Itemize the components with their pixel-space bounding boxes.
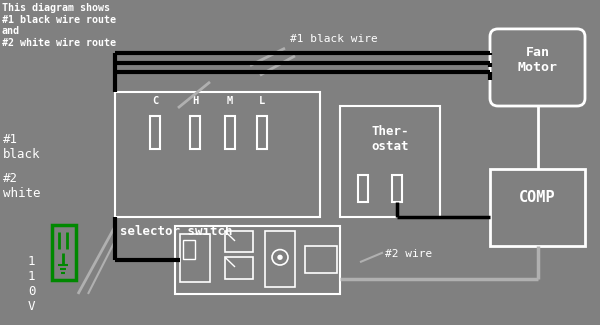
- Bar: [115, 92, 320, 217]
- Text: COMP: COMP: [519, 190, 556, 205]
- Bar: [52, 225, 76, 280]
- Bar: [225, 231, 253, 253]
- Text: #1
black: #1 black: [3, 133, 41, 161]
- Circle shape: [278, 255, 282, 259]
- Text: This diagram shows
#1 black wire route
and
#2 white wire route: This diagram shows #1 black wire route a…: [2, 3, 116, 48]
- Text: C: C: [152, 97, 158, 106]
- Bar: [175, 227, 340, 294]
- Bar: [225, 257, 253, 279]
- Text: selector switch: selector switch: [120, 225, 233, 238]
- Bar: [490, 169, 585, 246]
- Bar: [257, 116, 267, 150]
- Bar: [358, 176, 368, 202]
- Bar: [180, 234, 210, 282]
- Bar: [183, 240, 195, 259]
- Text: Ther-
ostat: Ther- ostat: [371, 125, 409, 153]
- Bar: [340, 106, 440, 217]
- Text: M: M: [227, 97, 233, 106]
- Bar: [225, 116, 235, 150]
- Bar: [150, 116, 160, 150]
- Text: H: H: [192, 97, 198, 106]
- Text: #1 black wire: #1 black wire: [290, 34, 378, 44]
- Text: L: L: [259, 97, 265, 106]
- Text: #2
white: #2 white: [3, 172, 41, 200]
- Bar: [305, 246, 337, 273]
- Bar: [392, 176, 402, 202]
- Text: 1
1
0
V: 1 1 0 V: [28, 255, 35, 313]
- Bar: [265, 231, 295, 287]
- Text: #2 wire: #2 wire: [385, 249, 432, 259]
- Bar: [190, 116, 200, 150]
- Text: Fan
Motor: Fan Motor: [517, 46, 557, 74]
